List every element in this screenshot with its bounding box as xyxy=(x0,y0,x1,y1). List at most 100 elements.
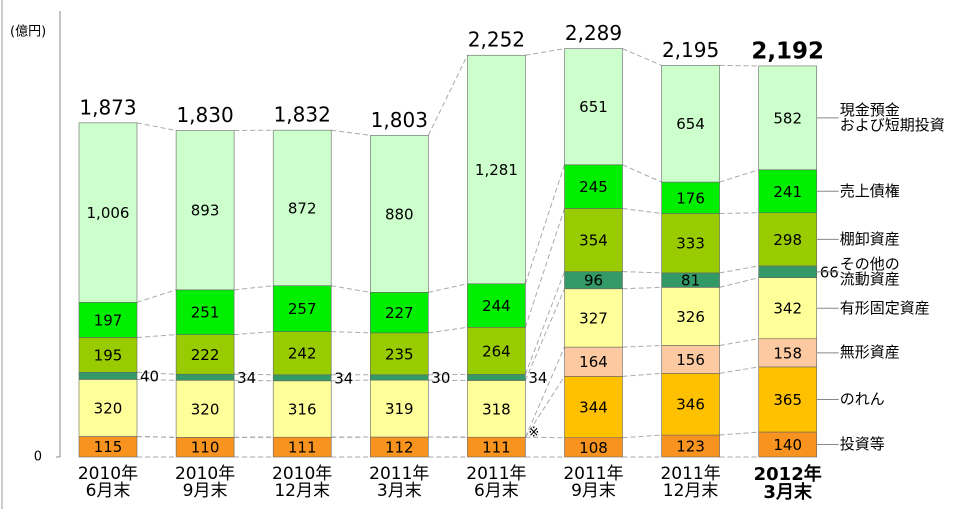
connector xyxy=(719,277,759,288)
x-tick-label: 2011年 12月末 xyxy=(660,464,721,501)
bar-segment xyxy=(467,327,526,375)
bar-segment xyxy=(272,374,332,382)
bar-segment xyxy=(564,346,623,377)
data-label: 110 xyxy=(191,439,220,457)
data-label: 318 xyxy=(482,400,511,418)
connector xyxy=(719,366,759,374)
data-label: 365 xyxy=(773,391,802,409)
connector xyxy=(136,334,177,338)
data-label: 156 xyxy=(676,351,705,369)
connector xyxy=(622,372,662,377)
connector xyxy=(428,326,468,334)
legend-label: 現金預金 および短期投資 xyxy=(839,100,945,134)
connector xyxy=(136,435,177,438)
bar-segment xyxy=(175,334,235,375)
connector xyxy=(331,285,371,293)
data-label: 326 xyxy=(676,308,705,326)
data-label: 115 xyxy=(94,438,123,456)
bar-segment xyxy=(758,212,818,267)
bar-segment xyxy=(758,265,818,279)
legend-label: 売上債権 xyxy=(839,181,900,200)
data-label: 333 xyxy=(676,235,705,253)
connector xyxy=(622,48,662,66)
total-label: 2,192 xyxy=(751,38,824,64)
bar-segment xyxy=(758,431,818,458)
bar-segment xyxy=(564,376,623,439)
data-label: 245 xyxy=(579,178,608,196)
connector xyxy=(524,208,565,328)
data-label: 34 xyxy=(237,369,256,387)
connector xyxy=(719,431,759,436)
connector xyxy=(136,289,177,303)
connector xyxy=(234,379,274,382)
data-label: 158 xyxy=(773,344,802,362)
bar-segment xyxy=(272,285,332,332)
bar-segment xyxy=(661,213,720,274)
data-label: 34 xyxy=(528,369,547,387)
x-tick-label: 2010年 6月末 xyxy=(77,464,139,501)
data-label: 176 xyxy=(676,189,705,207)
annotation: ※ xyxy=(528,426,539,441)
data-label: 30 xyxy=(431,369,450,387)
connector xyxy=(524,288,565,381)
bar-segment xyxy=(369,379,429,438)
connector xyxy=(719,265,759,274)
total-label: 1,832 xyxy=(274,103,331,127)
bar-segment xyxy=(661,181,720,214)
bar-segment xyxy=(175,289,235,335)
total-label: 2,252 xyxy=(468,28,525,52)
connector xyxy=(136,378,177,381)
bar-segment xyxy=(758,169,818,214)
data-label: 227 xyxy=(385,304,414,322)
data-label: 651 xyxy=(579,98,608,116)
bar-segment xyxy=(78,302,138,338)
data-label: 319 xyxy=(385,400,414,418)
y-tick-label: 0 xyxy=(34,450,42,465)
data-label: 298 xyxy=(773,231,802,249)
connector xyxy=(622,207,662,214)
x-tick-label: 2012年 3月末 xyxy=(753,464,822,503)
connector xyxy=(622,286,662,290)
data-label: 96 xyxy=(584,272,603,290)
connector xyxy=(622,345,662,348)
bar-segment xyxy=(564,164,623,209)
data-label: 251 xyxy=(191,304,220,322)
data-label: 320 xyxy=(191,400,220,418)
bar-segment xyxy=(369,135,429,293)
connector xyxy=(524,271,565,375)
data-label: 123 xyxy=(676,438,705,456)
connector xyxy=(136,371,177,375)
data-label: 1,281 xyxy=(475,161,518,179)
data-label: 880 xyxy=(385,205,414,223)
bar-segment xyxy=(758,338,818,368)
bar-segment xyxy=(467,380,526,438)
bar-segment xyxy=(272,129,332,287)
data-label: 654 xyxy=(676,115,705,133)
data-label: 108 xyxy=(579,439,608,457)
connector xyxy=(719,64,759,67)
connector xyxy=(234,331,274,336)
bar-segment xyxy=(78,379,138,437)
bar-segment xyxy=(564,208,623,272)
data-label: 342 xyxy=(773,300,802,318)
connector xyxy=(331,379,371,382)
connector xyxy=(524,376,565,438)
legend-label: 投資等 xyxy=(839,435,885,453)
data-label: 111 xyxy=(288,439,317,457)
total-label: 1,873 xyxy=(79,95,136,119)
bar-segment xyxy=(467,54,526,285)
data-label: 327 xyxy=(579,309,608,327)
bar-segment xyxy=(758,277,818,340)
connector xyxy=(524,346,565,438)
data-label: 346 xyxy=(676,396,705,414)
x-tick-label: 2011年 6月末 xyxy=(466,464,527,501)
data-label: 344 xyxy=(579,399,608,417)
connector xyxy=(428,283,468,293)
bar-segment xyxy=(175,373,235,381)
legend-label: 棚卸資産 xyxy=(839,229,900,248)
legend-label: その他の 流動資産 xyxy=(839,254,900,288)
data-label: 34 xyxy=(334,369,353,387)
data-label: 872 xyxy=(288,199,317,217)
connector xyxy=(622,271,662,274)
connector xyxy=(234,373,274,376)
